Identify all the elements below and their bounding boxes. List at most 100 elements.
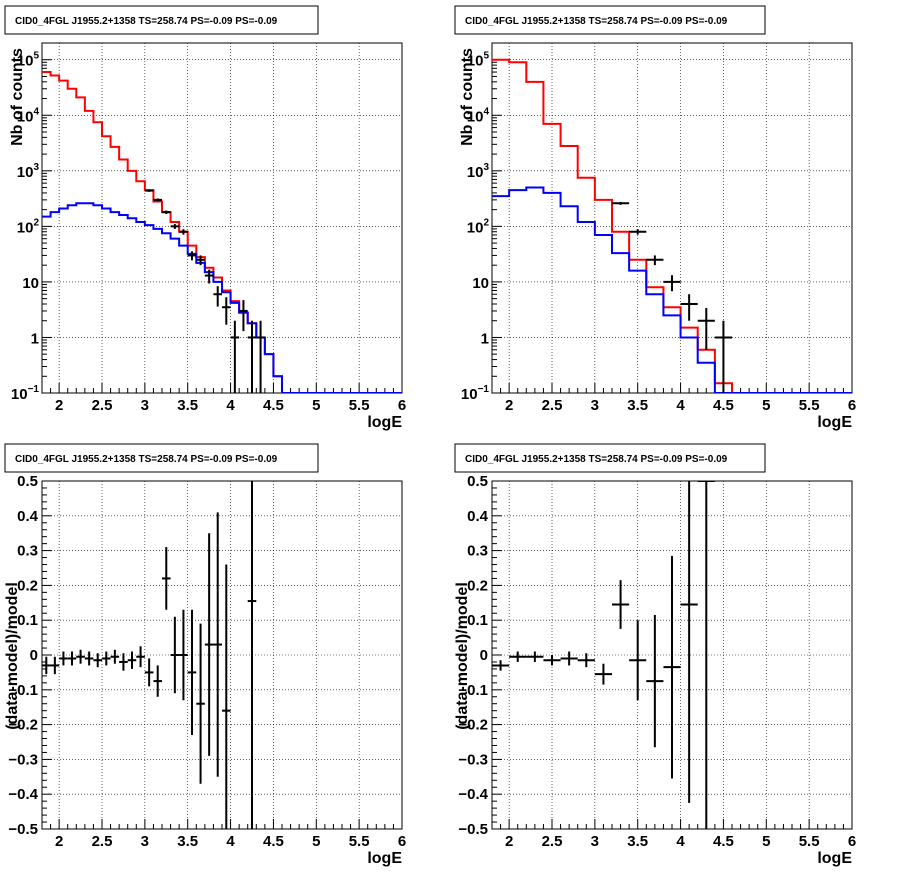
x-axis-title: logE — [367, 850, 402, 867]
x-tick-label: 5.5 — [349, 397, 370, 414]
x-tick-label: 3 — [141, 397, 149, 414]
y-tick-label: −0.3 — [458, 751, 488, 768]
y-tick-label: 1 — [481, 330, 489, 347]
plot-frame — [41, 42, 403, 394]
y-tick-label: 103 — [467, 162, 490, 181]
x-tick-label: 4.5 — [263, 397, 284, 414]
x-tick-label: 5.5 — [799, 833, 820, 850]
chart-title: CID0_4FGL J1955.2+1358 TS=258.74 PS=-0.0… — [15, 16, 278, 27]
x-tick-label: 3.5 — [627, 833, 648, 850]
histogram-series-1 — [42, 71, 402, 393]
histogram-series-2 — [492, 186, 852, 393]
x-tick-label: 5 — [312, 833, 320, 850]
x-tick-label: 5.5 — [799, 397, 820, 414]
chart-panel-3: 2 2.5 3 3.5 4 4.5 5 5.5 6 −0.5 −0.4 −0.3 −0.2 −0.1 0 0.… — [4, 443, 406, 867]
y-tick-label: −0.4 — [8, 786, 38, 803]
x-tick-label: 4.5 — [713, 397, 734, 414]
x-tick-label: 4.5 — [713, 833, 734, 850]
y-axis-title: Nb of counts — [459, 48, 476, 146]
x-tick-label: 3 — [591, 833, 599, 850]
title-box — [4, 5, 319, 35]
y-tick-label: 0.3 — [467, 543, 488, 560]
y-tick-label: 10 — [22, 275, 39, 292]
y-tick-label: 10−1 — [11, 384, 40, 403]
y-axis-title: Nb of counts — [9, 48, 26, 146]
x-tick-label: 3.5 — [177, 833, 198, 850]
chart-title: CID0_4FGL J1955.2+1358 TS=258.74 PS=-0.0… — [15, 454, 278, 465]
data-layer — [492, 58, 852, 393]
x-tick-label: 6 — [398, 833, 406, 850]
x-tick-label: 6 — [398, 397, 406, 414]
data-errorbars — [612, 201, 732, 393]
y-tick-label: 0.3 — [17, 543, 38, 560]
grid — [42, 481, 402, 829]
data-layer — [42, 71, 402, 393]
x-tick-label: 2 — [505, 397, 513, 414]
data-errorbars — [144, 189, 265, 393]
y-tick-label: 0.4 — [467, 508, 489, 525]
y-tick-label: 0.5 — [467, 473, 488, 490]
ticks — [491, 42, 853, 394]
y-tick-label: −0.5 — [8, 821, 38, 838]
x-tick-label: 4.5 — [263, 833, 284, 850]
title-box — [454, 5, 766, 35]
x-tick-label: 3.5 — [177, 397, 198, 414]
x-tick-label: 4 — [676, 397, 685, 414]
title-box — [4, 443, 319, 473]
x-tick-label: 4 — [226, 833, 235, 850]
y-tick-label: 1 — [31, 330, 39, 347]
y-tick-label: 0.1 — [467, 612, 488, 629]
y-tick-label: 104 — [467, 106, 490, 125]
x-tick-label: 6 — [848, 397, 856, 414]
x-tick-label: 4 — [226, 397, 235, 414]
x-tick-label: 2 — [505, 833, 513, 850]
histogram-series-2 — [42, 202, 402, 393]
x-tick-label: 2.5 — [542, 397, 563, 414]
y-tick-label: 105 — [467, 51, 490, 70]
y-axis-title: (data-model)/model — [4, 582, 21, 730]
y-tick-label: 10−1 — [461, 384, 490, 403]
ticks — [491, 480, 853, 830]
y-tick-label: 0.1 — [17, 612, 38, 629]
y-tick-label: −0.2 — [8, 717, 38, 734]
x-tick-label: 5.5 — [349, 833, 370, 850]
title-box — [454, 443, 766, 473]
y-tick-label: 0.2 — [467, 577, 488, 594]
chart-title: CID0_4FGL J1955.2+1358 TS=258.74 PS=-0.0… — [465, 16, 728, 27]
y-tick-label: 105 — [17, 51, 40, 70]
data-layer — [492, 481, 715, 829]
y-tick-label: 102 — [17, 217, 40, 236]
y-tick-label: 104 — [17, 106, 40, 125]
y-tick-label: −0.5 — [458, 821, 488, 838]
x-tick-label: 3.5 — [627, 397, 648, 414]
chart-title: CID0_4FGL J1955.2+1358 TS=258.74 PS=-0.0… — [465, 454, 728, 465]
x-axis-title: logE — [817, 850, 852, 867]
x-tick-label: 6 — [848, 833, 856, 850]
x-tick-label: 5 — [762, 397, 770, 414]
x-tick-label: 3 — [141, 833, 149, 850]
y-tick-label: 103 — [17, 162, 40, 181]
residual-points — [42, 481, 257, 829]
ticks — [41, 480, 403, 830]
x-tick-label: 2 — [55, 397, 63, 414]
residual-points — [492, 481, 715, 829]
chart-panel-4: 2 2.5 3 3.5 4 4.5 5 5.5 6 −0.5 −0.4 −0.3 −0.2 −0.1 0 0.… — [454, 443, 856, 867]
grid — [42, 43, 402, 393]
grid — [492, 43, 852, 393]
x-tick-label: 2 — [55, 833, 63, 850]
ticks — [41, 42, 403, 394]
x-tick-label: 5 — [762, 833, 770, 850]
x-axis-title: logE — [817, 414, 852, 431]
x-tick-label: 2.5 — [92, 833, 113, 850]
x-tick-label: 2.5 — [542, 833, 563, 850]
data-layer — [42, 481, 257, 829]
x-axis-title: logE — [367, 414, 402, 431]
y-tick-label: −0.2 — [458, 717, 488, 734]
y-tick-label: −0.1 — [8, 682, 38, 699]
plot-frame — [491, 42, 853, 394]
y-tick-label: 0 — [480, 647, 488, 664]
x-tick-label: 5 — [312, 397, 320, 414]
y-tick-label: 0 — [30, 647, 38, 664]
y-tick-label: 0.5 — [17, 473, 38, 490]
